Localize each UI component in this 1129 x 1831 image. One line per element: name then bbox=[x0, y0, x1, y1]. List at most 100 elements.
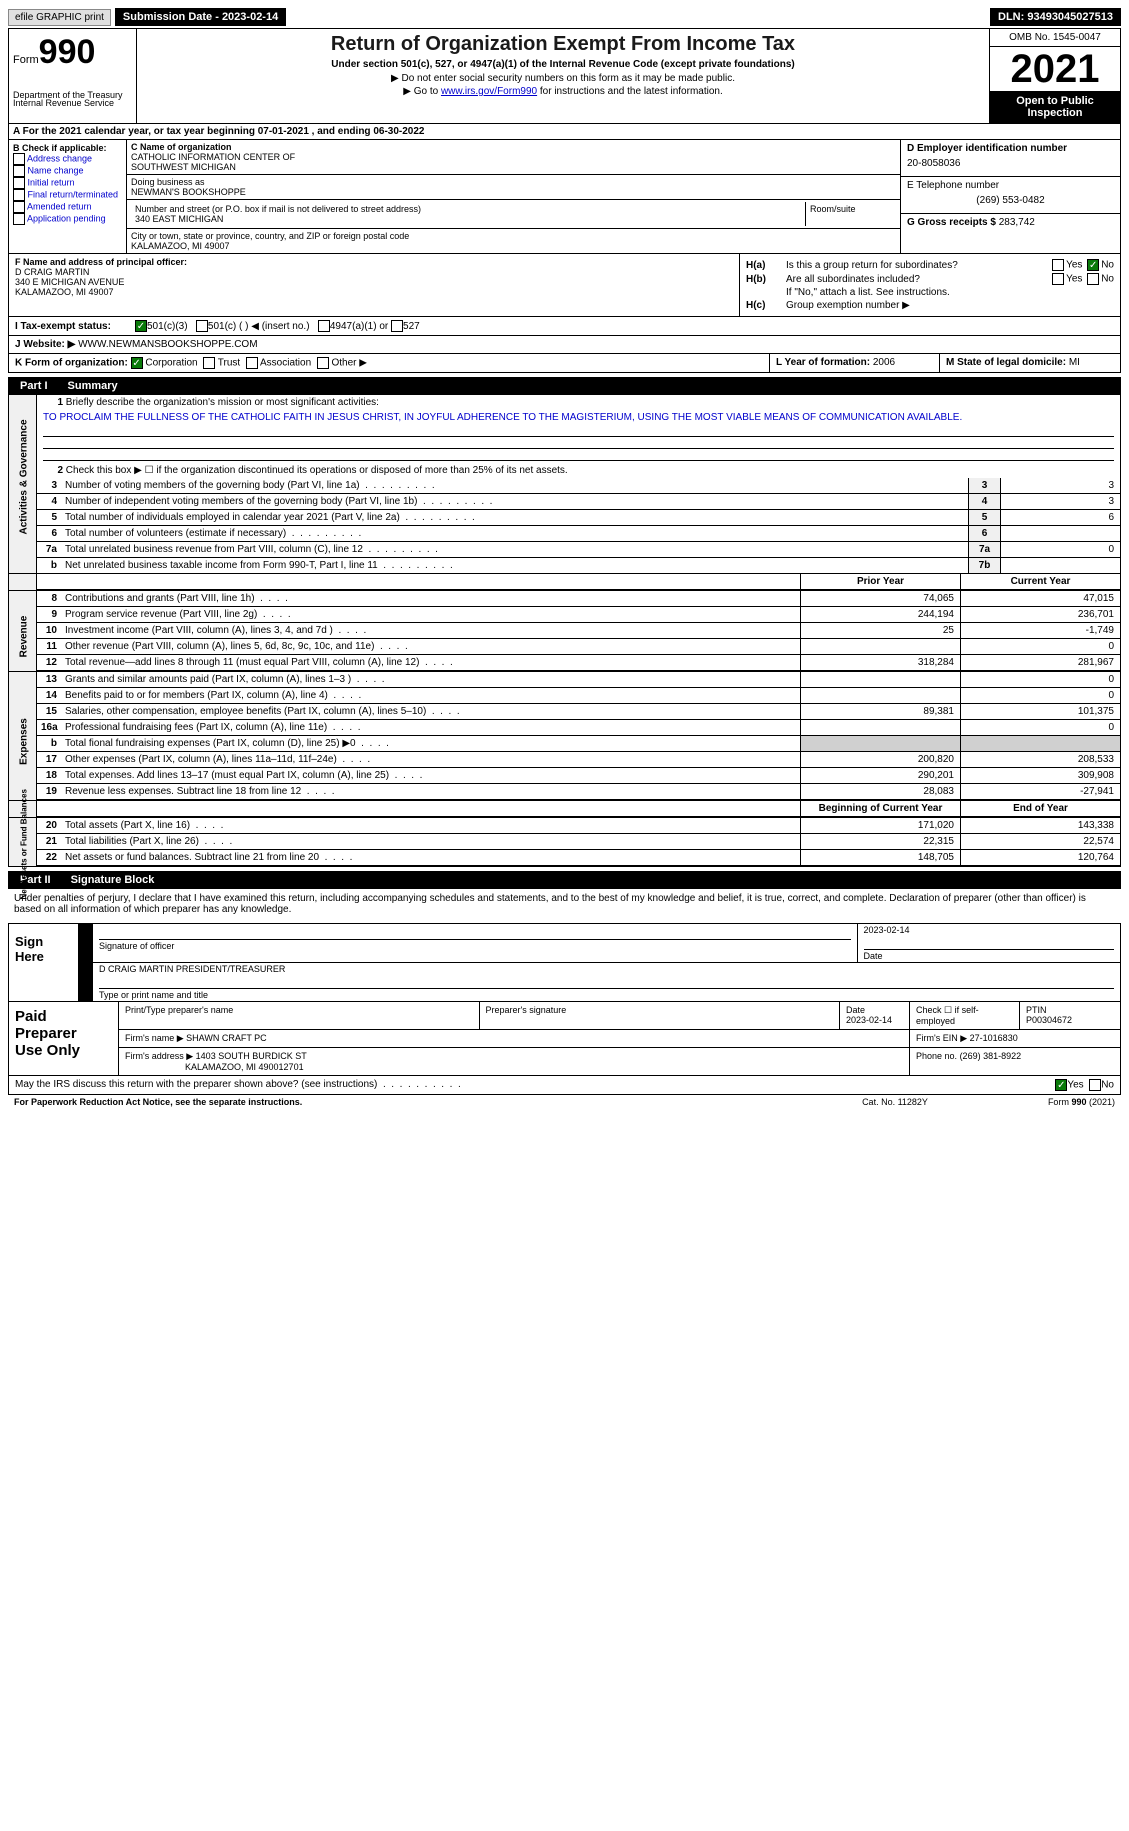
print-name-label: Print/Type preparer's name bbox=[119, 1002, 480, 1029]
cat-no: Cat. No. 11282Y bbox=[815, 1097, 975, 1107]
self-employed-cell: Check ☐ if self-employed bbox=[910, 1002, 1020, 1029]
net-section: Net Assets or Fund Balances 20 Total ass… bbox=[8, 818, 1121, 867]
discuss-row: May the IRS discuss this return with the… bbox=[8, 1076, 1121, 1095]
expenses-section: Expenses 13 Grants and similar amounts p… bbox=[8, 672, 1121, 801]
header-middle: Return of Organization Exempt From Incom… bbox=[137, 29, 990, 123]
chk-application-pending[interactable]: Application pending bbox=[13, 213, 122, 225]
gov-line: 7a Total unrelated business revenue from… bbox=[37, 542, 1120, 558]
ha-no-checked: ✓ bbox=[1087, 259, 1099, 271]
city-box: City or town, state or province, country… bbox=[127, 229, 900, 253]
expenses-body: 13 Grants and similar amounts paid (Part… bbox=[37, 672, 1120, 800]
table-row: 16a Professional fundraising fees (Part … bbox=[37, 720, 1120, 736]
h-a-row: H(a) Is this a group return for subordin… bbox=[746, 259, 1114, 271]
efile-print-button[interactable]: efile GRAPHIC print bbox=[8, 9, 111, 26]
i-label: I Tax-exempt status: bbox=[15, 321, 135, 332]
hc-text: Group exemption number ▶ bbox=[786, 300, 1114, 311]
org-name-1: CATHOLIC INFORMATION CENTER OF bbox=[131, 152, 896, 162]
f-label: F Name and address of principal officer: bbox=[15, 257, 733, 267]
org-name-2: SOUTHWEST MICHIGAN bbox=[131, 162, 896, 172]
gov-line: b Net unrelated business taxable income … bbox=[37, 558, 1120, 573]
form-word: Form bbox=[13, 54, 39, 66]
inspection-l1: Open to Public bbox=[994, 95, 1116, 107]
table-row: 18 Total expenses. Add lines 13–17 (must… bbox=[37, 768, 1120, 784]
city-value: KALAMAZOO, MI 49007 bbox=[131, 241, 896, 251]
underline-1 bbox=[43, 427, 1114, 437]
h-note: If "No," attach a list. See instructions… bbox=[746, 287, 1114, 298]
paperwork-notice: For Paperwork Reduction Act Notice, see … bbox=[14, 1097, 815, 1107]
m-cell: M State of legal domicile: MI bbox=[940, 354, 1120, 372]
irs-link[interactable]: www.irs.gov/Form990 bbox=[441, 86, 537, 97]
column-h: H(a) Is this a group return for subordin… bbox=[740, 254, 1120, 316]
form-number: 990 bbox=[39, 33, 96, 71]
table-row: 15 Salaries, other compensation, employe… bbox=[37, 704, 1120, 720]
prior-current-header: Prior Year Current Year bbox=[8, 574, 1121, 591]
sig-row-1: Signature of officer 2023-02-14Date bbox=[79, 924, 1120, 963]
header-left: Form990 Department of the Treasury Inter… bbox=[9, 29, 137, 123]
sig-date-cell: 2023-02-14Date bbox=[858, 924, 1121, 962]
table-row: 10 Investment income (Part VIII, column … bbox=[37, 623, 1120, 639]
governance-body: 1 Briefly describe the organization's mi… bbox=[37, 395, 1120, 573]
submission-date: Submission Date - 2023-02-14 bbox=[115, 8, 286, 26]
header-right: OMB No. 1545-0047 2021 Open to Public In… bbox=[990, 29, 1120, 123]
firm-ein-cell: Firm's EIN ▶ 27-1016830 bbox=[910, 1030, 1120, 1047]
col-end: End of Year bbox=[960, 801, 1120, 816]
form-footer: Form 990 (2021) bbox=[975, 1097, 1115, 1107]
part1-header: Part I Summary bbox=[8, 377, 1121, 395]
gross-value: 283,742 bbox=[999, 217, 1035, 228]
l-label: L Year of formation: bbox=[776, 357, 870, 368]
sig-officer-cell: Signature of officer bbox=[93, 924, 858, 962]
city-label: City or town, state or province, country… bbox=[131, 231, 896, 241]
gross-box: G Gross receipts $ 283,742 bbox=[901, 214, 1120, 231]
row-j: J Website: ▶ WWW.NEWMANSBOOKSHOPPE.COM bbox=[8, 336, 1121, 354]
b-title: B Check if applicable: bbox=[13, 143, 122, 153]
vlabel-expenses: Expenses bbox=[9, 672, 37, 800]
underline-2 bbox=[43, 439, 1114, 449]
col-prior: Prior Year bbox=[800, 574, 960, 589]
gov-line: 3 Number of voting members of the govern… bbox=[37, 478, 1120, 494]
mission-text: TO PROCLAIM THE FULLNESS OF THE CATHOLIC… bbox=[37, 410, 1120, 425]
part2-title: Signature Block bbox=[63, 871, 163, 889]
prep-row-2: Firm's name ▶ SHAWN CRAFT PC Firm's EIN … bbox=[119, 1030, 1120, 1048]
table-row: 17 Other expenses (Part IX, column (A), … bbox=[37, 752, 1120, 768]
phone-label: E Telephone number bbox=[907, 180, 1114, 191]
h-c-row: H(c) Group exemption number ▶ bbox=[746, 300, 1114, 311]
instr-ssn: ▶ Do not enter social security numbers o… bbox=[141, 73, 985, 84]
instr-goto: ▶ Go to www.irs.gov/Form990 for instruct… bbox=[141, 86, 985, 97]
officer-city: KALAMAZOO, MI 49007 bbox=[15, 287, 733, 297]
col-begin: Beginning of Current Year bbox=[800, 801, 960, 816]
section-bcd: B Check if applicable: Address change Na… bbox=[8, 140, 1121, 254]
h-b-row: H(b) Are all subordinates included? Yes … bbox=[746, 273, 1114, 285]
table-row: 19 Revenue less expenses. Subtract line … bbox=[37, 784, 1120, 800]
gov-line: 6 Total number of volunteers (estimate i… bbox=[37, 526, 1120, 542]
form-title: Return of Organization Exempt From Incom… bbox=[141, 33, 985, 56]
sign-here-label: Sign Here bbox=[9, 924, 79, 1001]
phone-value: (269) 553-0482 bbox=[907, 191, 1114, 210]
chk-address-change[interactable]: Address change bbox=[13, 153, 122, 165]
address-main: Number and street (or P.O. box if mail i… bbox=[131, 202, 806, 226]
preparer-block: Paid Preparer Use Only Print/Type prepar… bbox=[8, 1002, 1121, 1076]
table-row: 8 Contributions and grants (Part VIII, l… bbox=[37, 591, 1120, 607]
hb-yn: Yes No bbox=[1050, 273, 1114, 285]
address-row: Number and street (or P.O. box if mail i… bbox=[127, 200, 900, 229]
part2-num: Part II bbox=[8, 871, 63, 889]
chk-final-return[interactable]: Final return/terminated bbox=[13, 189, 122, 201]
addr-value: 340 EAST MICHIGAN bbox=[135, 214, 801, 224]
room-suite: Room/suite bbox=[806, 202, 896, 226]
firm-phone-cell: Phone no. (269) 381-8922 bbox=[910, 1048, 1120, 1075]
inspection-box: Open to Public Inspection bbox=[990, 91, 1120, 123]
penalty-text: Under penalties of perjury, I declare th… bbox=[8, 889, 1121, 919]
discuss-yn: ✓Yes No bbox=[1055, 1079, 1114, 1091]
instr-pre: ▶ Go to bbox=[403, 86, 441, 97]
sig-name: D CRAIG MARTIN PRESIDENT/TREASURER bbox=[99, 964, 1114, 974]
chk-initial-return[interactable]: Initial return bbox=[13, 177, 122, 189]
sig-arrow-icon bbox=[79, 924, 93, 962]
gross-label: G Gross receipts $ bbox=[907, 217, 996, 228]
chk-name-change[interactable]: Name change bbox=[13, 165, 122, 177]
dba-box: Doing business as NEWMAN'S BOOKSHOPPE bbox=[127, 175, 900, 200]
date-label: Date bbox=[864, 949, 1115, 961]
chk-501c3: ✓ bbox=[135, 320, 147, 332]
table-row: 11 Other revenue (Part VIII, column (A),… bbox=[37, 639, 1120, 655]
dba-label: Doing business as bbox=[131, 177, 896, 187]
top-bar: efile GRAPHIC print Submission Date - 20… bbox=[8, 8, 1121, 26]
chk-amended-return[interactable]: Amended return bbox=[13, 201, 122, 213]
